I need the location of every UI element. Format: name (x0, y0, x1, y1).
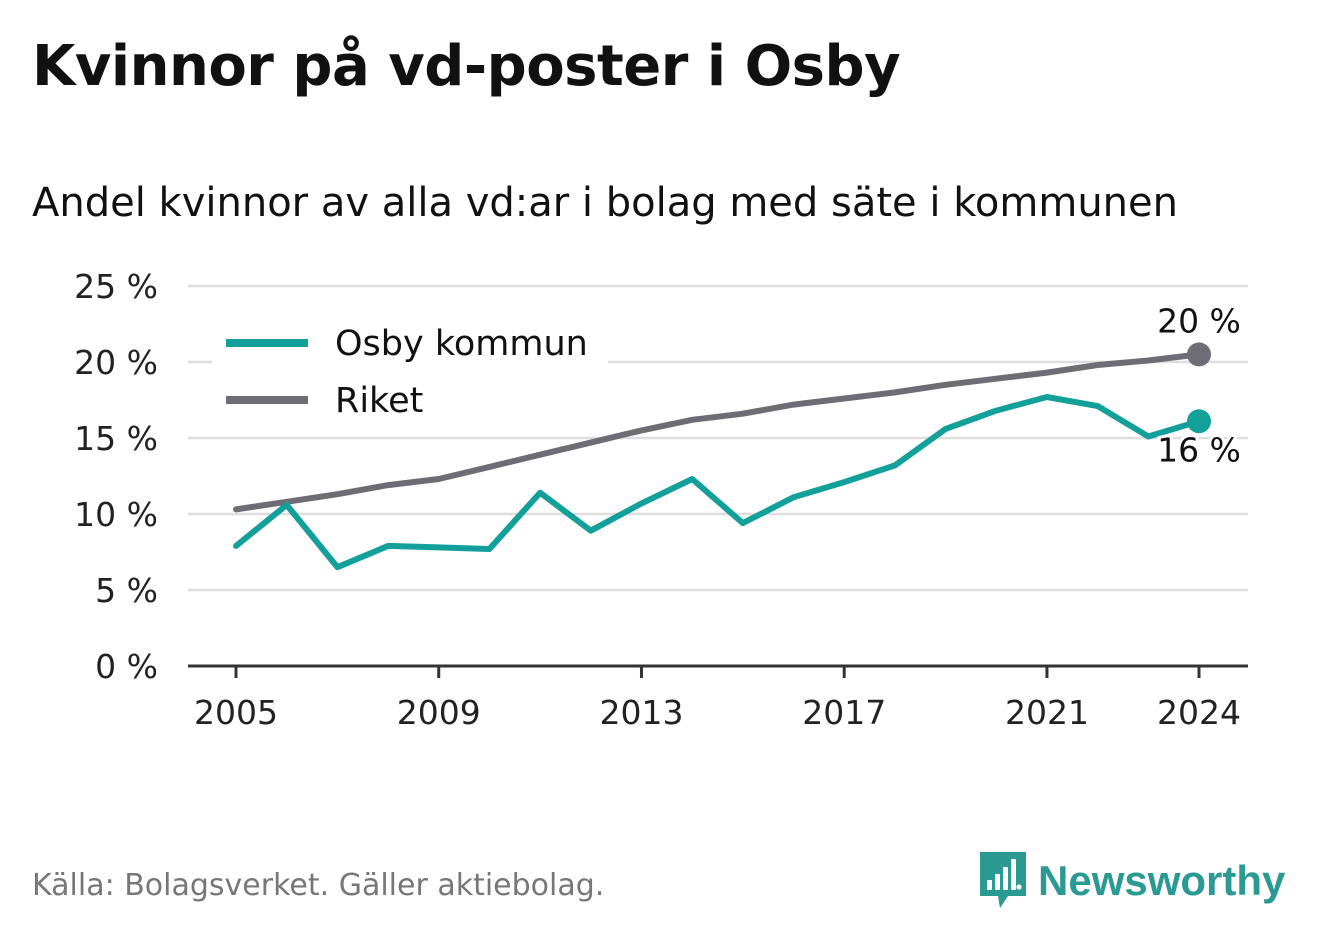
series-end-marker-riket (1187, 342, 1211, 367)
source-note: Källa: Bolagsverket. Gäller aktiebolag. (32, 868, 605, 903)
y-tick-label: 15 % (74, 419, 158, 458)
y-tick-label: 20 % (74, 343, 158, 382)
chart-title: Kvinnor på vd-poster i Osby (32, 34, 901, 99)
y-tick-label: 0 % (95, 647, 158, 686)
series-end-marker-osby (1187, 409, 1211, 434)
x-tick-label: 2005 (194, 693, 278, 732)
x-tick-label: 2017 (802, 693, 886, 732)
end-label-osby: 16 % (1157, 430, 1241, 469)
legend-label-riket: Riket (335, 381, 423, 421)
brand-name: Newsworthy (1038, 857, 1286, 904)
series-layer (233, 342, 1211, 571)
chart-subtitle: Andel kvinnor av alla vd:ar i bolag med … (32, 180, 1178, 226)
newsworthy-logo-icon (980, 852, 1026, 908)
line-chart: 0 %5 %10 %15 %20 %25 % 2005 2009 2013 2017 2… (74, 267, 1248, 732)
x-tick-label: 2021 (1005, 693, 1089, 732)
x-tick-label: 2024 (1157, 693, 1241, 732)
legend-label-osby: Osby kommun (335, 324, 588, 364)
y-tick-label: 5 % (95, 571, 158, 610)
x-tick-label: 2009 (397, 693, 481, 732)
x-tick-label: 2013 (599, 693, 683, 732)
brand-logo: Newsworthy (978, 848, 1285, 914)
legend-background (212, 312, 608, 434)
y-tick-label: 10 % (74, 495, 158, 534)
series-line-osby (233, 394, 1202, 571)
series-line-riket (233, 351, 1202, 513)
y-axis: 0 % 5 % 10 % 15 % 20 % 25 % (74, 267, 158, 686)
end-labels: 20 % 16 % (1154, 301, 1244, 472)
end-label-riket: 20 % (1157, 301, 1241, 340)
x-axis: 2005 2009 2013 2017 2021 2024 (188, 664, 1248, 732)
legend: Osby kommun Riket (212, 312, 608, 434)
y-tick-label: 25 % (74, 267, 158, 306)
